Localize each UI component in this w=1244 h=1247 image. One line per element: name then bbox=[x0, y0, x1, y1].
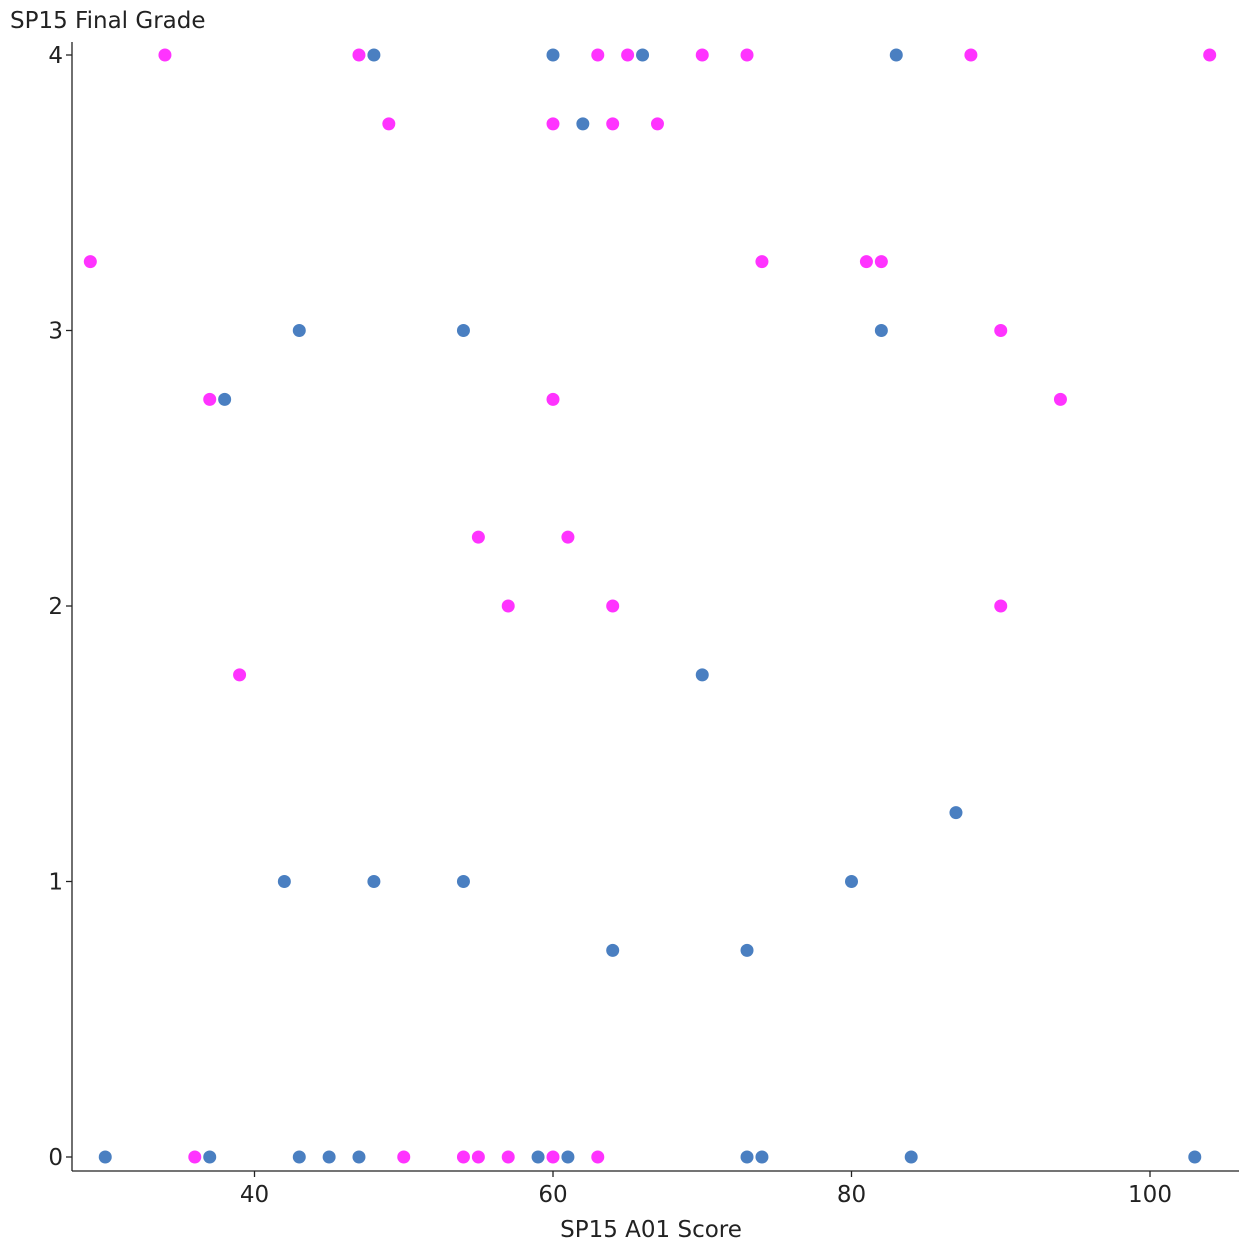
data-point bbox=[1188, 1150, 1202, 1164]
data-point bbox=[994, 599, 1008, 613]
data-point bbox=[740, 48, 754, 62]
tick-labels: 0 1 2 3 4 40 60 80 100 bbox=[48, 43, 1172, 1208]
data-point bbox=[561, 530, 575, 544]
data-point bbox=[233, 668, 247, 682]
data-point bbox=[845, 875, 858, 888]
data-point bbox=[471, 1150, 485, 1164]
data-point bbox=[889, 48, 903, 62]
data-point bbox=[203, 392, 217, 406]
data-point bbox=[456, 324, 470, 337]
y-axis-title: SP15 Final Grade bbox=[10, 8, 206, 34]
data-point bbox=[591, 48, 605, 62]
data-point bbox=[83, 255, 97, 269]
x-tick-label: 100 bbox=[1128, 1182, 1172, 1208]
axes bbox=[66, 42, 1239, 1177]
x-tick-label: 40 bbox=[240, 1182, 269, 1208]
y-tick-label: 1 bbox=[48, 870, 63, 896]
data-point bbox=[292, 1150, 306, 1164]
data-point bbox=[859, 255, 873, 269]
data-point bbox=[218, 392, 232, 406]
data-point bbox=[501, 1150, 515, 1164]
data-point bbox=[277, 875, 291, 888]
data-point bbox=[158, 48, 172, 62]
data-point bbox=[203, 1150, 217, 1164]
x-tick-label: 80 bbox=[837, 1182, 866, 1208]
data-point bbox=[994, 324, 1008, 337]
y-tick-label: 3 bbox=[48, 319, 63, 345]
data-point bbox=[904, 1150, 918, 1164]
data-point bbox=[874, 255, 888, 269]
data-point bbox=[531, 1150, 545, 1164]
data-point bbox=[576, 117, 590, 131]
data-point bbox=[501, 599, 515, 613]
data-points bbox=[83, 48, 1217, 1164]
data-point bbox=[964, 48, 978, 62]
data-point bbox=[456, 1150, 470, 1164]
x-tick-label: 60 bbox=[538, 1182, 567, 1208]
y-tick-label: 2 bbox=[48, 594, 63, 620]
data-point bbox=[1053, 392, 1067, 406]
data-point bbox=[546, 1150, 560, 1164]
data-point bbox=[591, 1150, 605, 1164]
data-point bbox=[546, 48, 560, 62]
data-point bbox=[606, 943, 620, 957]
data-point bbox=[322, 1150, 336, 1164]
data-point bbox=[546, 392, 560, 406]
data-point bbox=[606, 117, 620, 131]
data-point bbox=[606, 599, 620, 613]
data-point bbox=[292, 324, 306, 337]
data-point bbox=[352, 1150, 366, 1164]
data-point bbox=[695, 668, 709, 682]
data-point bbox=[695, 48, 709, 62]
data-point bbox=[546, 117, 560, 131]
data-point bbox=[397, 1150, 411, 1164]
data-point bbox=[98, 1150, 112, 1164]
data-point bbox=[740, 943, 754, 957]
x-axis-title: SP15 A01 Score bbox=[560, 1217, 742, 1243]
data-point bbox=[650, 117, 664, 131]
data-point bbox=[1203, 48, 1217, 62]
data-point bbox=[188, 1150, 202, 1164]
data-point bbox=[949, 806, 963, 820]
data-point bbox=[874, 324, 888, 337]
data-point bbox=[367, 875, 381, 888]
data-point bbox=[621, 48, 635, 62]
data-point bbox=[382, 117, 396, 131]
data-point bbox=[367, 48, 381, 62]
y-tick-label: 0 bbox=[48, 1145, 63, 1171]
data-point bbox=[471, 530, 485, 544]
data-point bbox=[352, 48, 366, 62]
data-point bbox=[755, 255, 769, 269]
data-point bbox=[636, 48, 650, 62]
data-point bbox=[561, 1150, 575, 1164]
data-point bbox=[740, 1150, 754, 1164]
data-point bbox=[755, 1150, 769, 1164]
y-tick-label: 4 bbox=[48, 43, 63, 69]
data-point bbox=[456, 875, 470, 888]
